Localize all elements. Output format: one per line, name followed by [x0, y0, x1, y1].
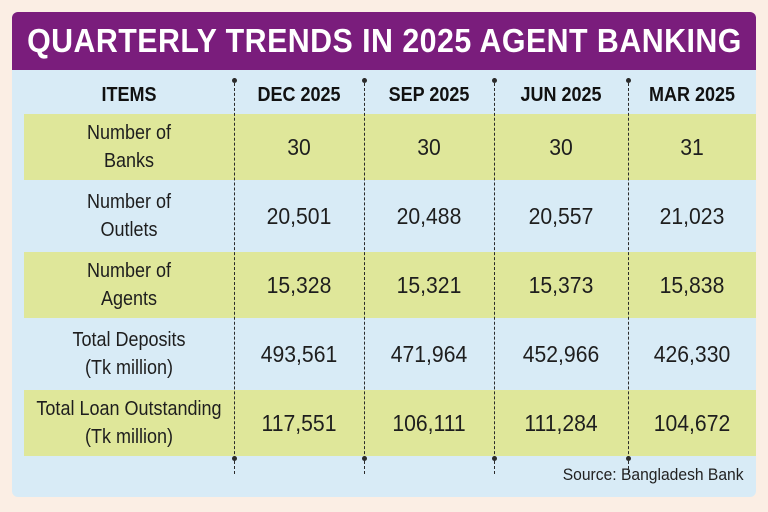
table-row: Total Deposits (Tk million) 493,561 471,964…	[24, 321, 756, 387]
row-label-line: Banks	[103, 150, 155, 172]
table-row: Number of Agents 15,328 15,321 15,373 15,838	[24, 252, 756, 318]
divider-dot	[232, 78, 237, 83]
column-header-mar-2025: MAR 2025	[648, 83, 736, 106]
title-banner: QUARTERLY TRENDS IN 2025 AGENT BANKING	[12, 12, 756, 70]
row-label-line: (Tk million)	[84, 357, 174, 379]
table-cell: 30	[549, 133, 573, 160]
table-cell: 15,373	[528, 271, 594, 298]
row-label-text: Number of Agents	[87, 257, 171, 313]
row-label-text: Number of Banks	[87, 119, 171, 175]
divider-dot	[626, 78, 631, 83]
row-label: Total Loan Outstanding (Tk million)	[35, 390, 224, 456]
table-cell: 15,328	[266, 271, 332, 298]
table-cell: 104,672	[653, 409, 731, 436]
row-label-line: (Tk million)	[84, 426, 173, 448]
table-card: QUARTERLY TRENDS IN 2025 AGENT BANKING I…	[12, 12, 756, 497]
table-cell: 21,023	[659, 202, 725, 229]
table-cell: 15,321	[396, 271, 462, 298]
source-note: Source: Bangladesh Bank	[563, 465, 744, 484]
divider-dot	[492, 78, 497, 83]
table-cell: 426,330	[653, 340, 731, 367]
row-label-line: Number of	[86, 191, 172, 213]
column-header-jun-2025: JUN 2025	[520, 83, 602, 106]
table-cell: 30	[287, 133, 311, 160]
table-cell: 106,111	[392, 409, 466, 436]
table-cell: 20,557	[528, 202, 594, 229]
table-row: Total Loan Outstanding (Tk million) 117,55…	[24, 390, 756, 456]
row-label: Number of Outlets	[35, 183, 224, 249]
row-label-text: Number of Outlets	[87, 188, 171, 244]
table-cell: 471,964	[390, 340, 468, 367]
row-label-text: Total Deposits (Tk million)	[72, 326, 185, 382]
divider-dot	[362, 456, 367, 461]
row-label-line: Total Loan Outstanding	[36, 398, 222, 420]
column-header-sep-2025: SEP 2025	[388, 83, 470, 106]
table-cell: 20,488	[396, 202, 462, 229]
row-label-line: Agents	[100, 288, 158, 310]
table-cell: 117,551	[261, 409, 337, 436]
table-cell: 493,561	[260, 340, 338, 367]
column-divider	[628, 78, 629, 474]
table-cell: 31	[680, 133, 704, 160]
row-label-line: Number of	[86, 260, 172, 282]
table-cell: 15,838	[659, 271, 725, 298]
table-cell: 111,284	[524, 409, 598, 436]
table-row: Number of Banks 30 30 30 31	[24, 114, 756, 180]
row-label-text: Total Loan Outstanding (Tk million)	[36, 395, 221, 451]
table-cell: 20,501	[266, 202, 332, 229]
column-divider	[364, 78, 365, 474]
column-divider	[234, 78, 235, 474]
column-divider	[494, 78, 495, 474]
divider-dot	[492, 456, 497, 461]
row-label: Number of Banks	[35, 114, 224, 180]
row-label: Number of Agents	[35, 252, 224, 318]
column-header-items: ITEMS	[101, 83, 157, 106]
row-label-line: Outlets	[100, 219, 158, 241]
row-label-line: Total Deposits	[72, 329, 186, 351]
chart-title: QUARTERLY TRENDS IN 2025 AGENT BANKING	[26, 22, 742, 59]
column-header-dec-2025: DEC 2025	[257, 83, 341, 106]
table-cell: 30	[417, 133, 441, 160]
divider-dot	[232, 456, 237, 461]
table-cell: 452,966	[522, 340, 600, 367]
header-row: ITEMS DEC 2025 SEP 2025 JUN 2025 MAR 202…	[12, 76, 756, 114]
table-row: Number of Outlets 20,501 20,488 20,557 21,023	[24, 183, 756, 249]
divider-dot	[362, 78, 367, 83]
divider-dot	[626, 456, 631, 461]
row-label: Total Deposits (Tk million)	[35, 321, 224, 387]
row-label-line: Number of	[86, 122, 172, 144]
